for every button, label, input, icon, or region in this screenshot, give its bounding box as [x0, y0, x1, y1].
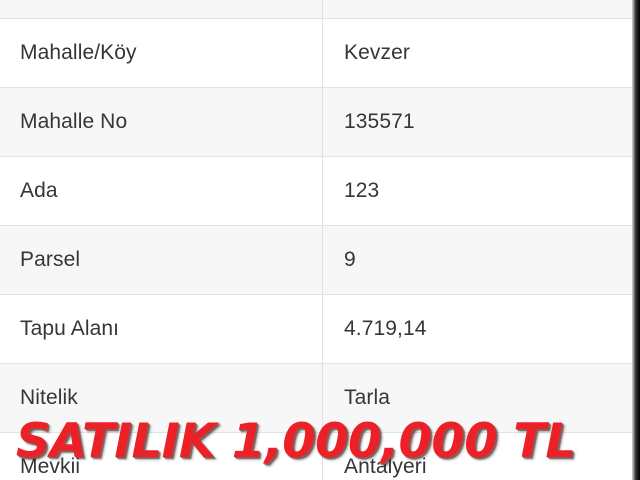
- row-label: Mahalle No: [0, 87, 323, 157]
- row-value: Antalyeri: [322, 432, 640, 480]
- row-label: Nitelik: [0, 363, 323, 433]
- table-row[interactable]: Tapu Alanı 4.719,14: [0, 294, 640, 364]
- row-label: Tapu Alanı: [0, 294, 323, 364]
- row-value: 123: [322, 156, 640, 226]
- table-row[interactable]: Mahalle No 135571: [0, 87, 640, 157]
- right-edge-strip: [632, 0, 640, 480]
- row-label: Mevkii: [0, 432, 323, 480]
- table-row[interactable]: Nitelik Tarla: [0, 363, 640, 433]
- row-label: İlçe: [0, 0, 323, 19]
- row-value: 135571: [322, 87, 640, 157]
- row-value: Korkuteli: [322, 0, 640, 19]
- row-value: Kevzer: [322, 18, 640, 88]
- table-row[interactable]: Mevkii Antalyeri: [0, 432, 640, 480]
- table-row[interactable]: Ada 123: [0, 156, 640, 226]
- row-value: 4.719,14: [322, 294, 640, 364]
- table-row[interactable]: Mahalle/Köy Kevzer: [0, 18, 640, 88]
- row-value: Tarla: [322, 363, 640, 433]
- row-label: Parsel: [0, 225, 323, 295]
- table-row[interactable]: Parsel 9: [0, 225, 640, 295]
- row-label: Mahalle/Köy: [0, 18, 323, 88]
- table-row[interactable]: İlçe Korkuteli: [0, 0, 640, 19]
- row-value: 9: [322, 225, 640, 295]
- row-label: Ada: [0, 156, 323, 226]
